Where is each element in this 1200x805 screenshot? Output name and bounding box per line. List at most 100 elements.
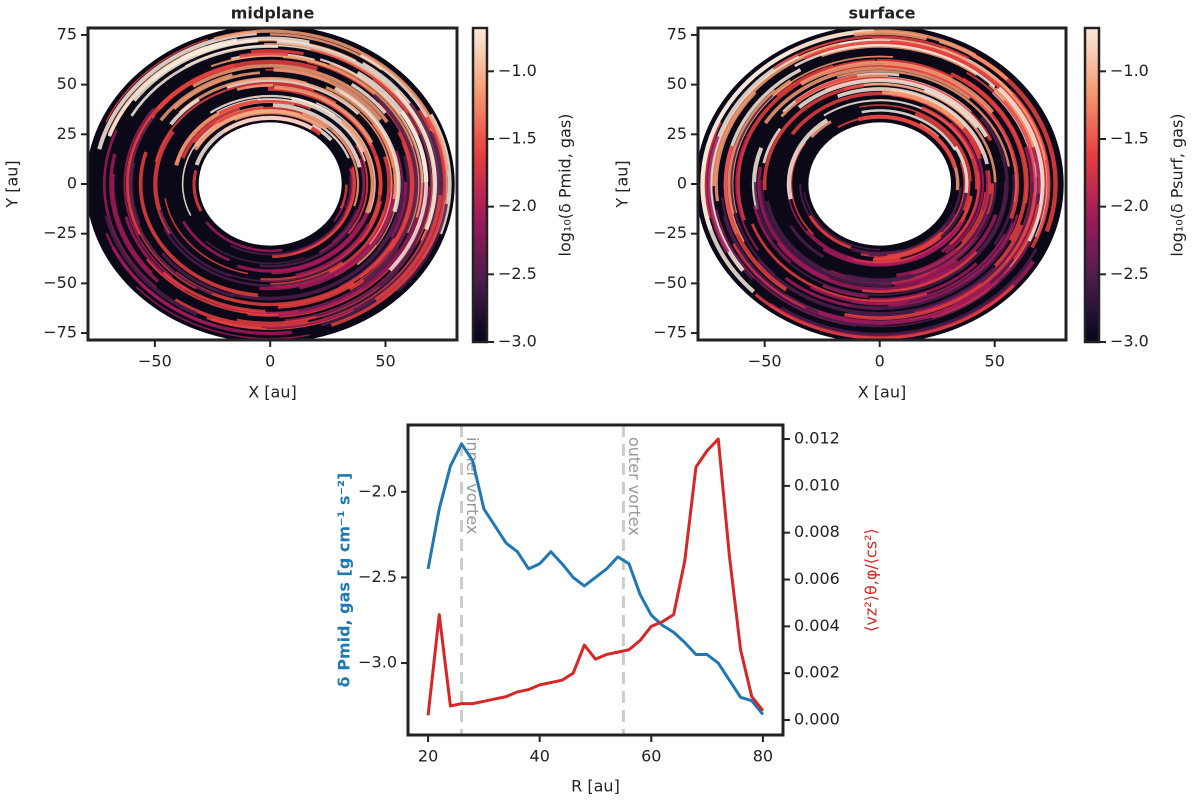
colorbar-tick-label: −2.0 xyxy=(498,196,537,215)
disk-texture xyxy=(330,116,447,327)
y-tick-label: −25 xyxy=(653,223,687,242)
disk-texture xyxy=(205,221,283,253)
x-axis-label: X [au] xyxy=(858,383,906,402)
disk-texture xyxy=(356,71,429,272)
disk-texture xyxy=(192,64,389,124)
colorbar xyxy=(1083,26,1101,344)
disk-texture xyxy=(723,145,788,292)
x-tick-label: 0 xyxy=(265,352,275,371)
disk-texture xyxy=(181,121,221,217)
colorbar-tick-label: −2.0 xyxy=(1110,196,1149,215)
disk-texture xyxy=(826,64,957,87)
disk-texture xyxy=(765,200,893,285)
disk-texture xyxy=(105,232,217,328)
disk-texture xyxy=(837,87,990,165)
disk-texture xyxy=(132,38,259,102)
disk-texture xyxy=(796,305,883,327)
disk-texture xyxy=(789,224,825,259)
disk-texture xyxy=(226,78,361,115)
disk-texture xyxy=(237,221,363,273)
disk-texture xyxy=(325,86,397,200)
disk-texture xyxy=(272,103,362,168)
disk-texture xyxy=(298,183,396,290)
disk-texture xyxy=(105,38,209,123)
disk-texture xyxy=(236,84,274,91)
disk-texture xyxy=(276,40,437,231)
disk-texture xyxy=(845,273,915,283)
disk-texture xyxy=(209,94,336,117)
disk-texture xyxy=(193,108,328,151)
disk-texture xyxy=(786,118,829,200)
disk-texture xyxy=(769,240,968,296)
disk-texture xyxy=(756,258,971,316)
disk-texture xyxy=(123,107,173,278)
disk-texture xyxy=(339,184,348,209)
disk-texture xyxy=(109,153,159,283)
disk-texture xyxy=(960,196,973,223)
disk-texture xyxy=(950,72,1028,242)
disk-texture xyxy=(981,170,989,211)
disk-texture xyxy=(843,82,997,183)
disk-texture xyxy=(822,218,966,267)
disk-texture xyxy=(333,86,401,213)
disk-texture xyxy=(938,39,1009,81)
x-tick-label: 80 xyxy=(753,747,773,766)
disk-texture xyxy=(302,112,360,207)
disk-image xyxy=(698,28,1064,340)
disk-texture xyxy=(703,121,722,219)
disk-texture xyxy=(772,35,970,70)
disk-texture xyxy=(943,266,996,304)
disk-texture xyxy=(750,223,928,303)
disk-texture xyxy=(844,194,1037,320)
colorbar-tick-label: −1.5 xyxy=(498,128,537,147)
disk-texture xyxy=(711,42,840,187)
disk-texture xyxy=(230,212,346,256)
disk-texture xyxy=(234,112,322,130)
disk-texture xyxy=(862,250,978,293)
y-tick-label: −50 xyxy=(653,273,687,292)
disk-texture xyxy=(298,145,422,313)
disk-texture xyxy=(934,213,989,271)
disk-texture xyxy=(169,97,200,126)
disk-texture xyxy=(213,29,449,171)
disk-texture xyxy=(776,64,834,97)
disk-texture xyxy=(192,169,203,212)
y-tick-label: −75 xyxy=(653,323,687,342)
colorbar-label: log₁₀(δ Pmid, gas) xyxy=(556,114,575,257)
x-tick-label: 60 xyxy=(641,747,661,766)
series-line xyxy=(426,437,765,716)
disk-texture xyxy=(754,284,1015,340)
disk-texture xyxy=(231,195,405,301)
y-tick-label: 25 xyxy=(667,124,687,143)
disk-texture xyxy=(362,93,419,283)
disk-texture xyxy=(893,258,959,287)
disk-texture xyxy=(284,186,431,323)
panel-title: surface xyxy=(849,4,916,23)
x-tick-label: 50 xyxy=(985,352,1005,371)
disk-texture xyxy=(194,115,313,166)
y-tick-label: 25 xyxy=(57,124,77,143)
disk-texture xyxy=(160,252,234,298)
disk-texture xyxy=(154,81,315,163)
disk-texture xyxy=(174,298,309,328)
disk-texture xyxy=(857,114,958,169)
x-tick-label: 50 xyxy=(375,352,395,371)
disk-texture xyxy=(316,166,356,246)
y-tick-label: −50 xyxy=(43,273,77,292)
y2-tick-label: 0.010 xyxy=(794,475,840,494)
disk-texture xyxy=(737,252,866,325)
y-tick-label: −25 xyxy=(43,223,77,242)
disk-texture xyxy=(273,67,382,122)
disk-texture xyxy=(727,89,776,243)
disk-texture xyxy=(888,222,1015,307)
disk-texture xyxy=(138,151,259,298)
disk-texture xyxy=(953,145,969,194)
colorbar-tick-label: −1.0 xyxy=(1110,61,1149,80)
disk-texture xyxy=(250,49,304,56)
disk-texture xyxy=(882,90,966,130)
disk-texture xyxy=(859,104,972,182)
y2-tick-label: 0.008 xyxy=(794,522,840,541)
disk-texture xyxy=(993,224,1024,268)
vortex-label: outer vortex xyxy=(625,437,644,536)
